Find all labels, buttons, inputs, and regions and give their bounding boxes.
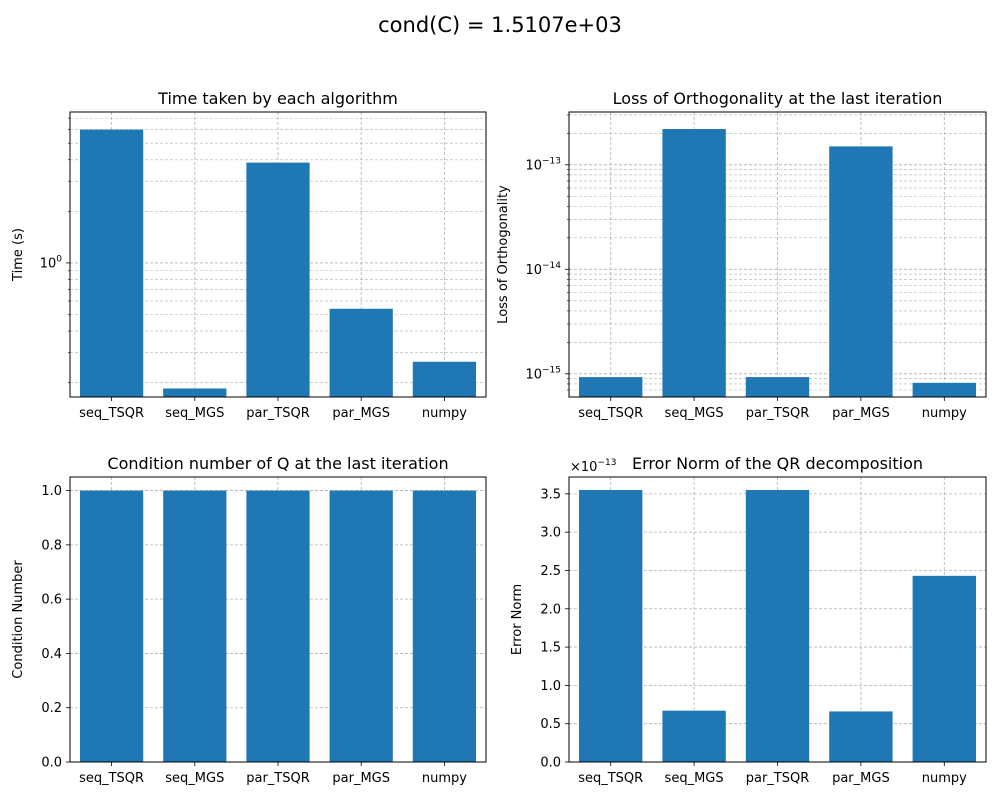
chart-panel-2: seq_TSQR seq_MGS par_TSQR par_MGS numpy10−15… xyxy=(496,89,987,421)
y-tick-label: 1.0 xyxy=(540,679,561,694)
y-tick-label-base: 10 xyxy=(40,256,57,271)
y-axis-label: Time (s) xyxy=(11,228,26,282)
x-tick-label: seq_TSQR xyxy=(578,406,643,421)
bar-seq-mgs xyxy=(662,129,726,397)
y-tick-label-exponent: −15 xyxy=(542,365,561,375)
y-tick-label: 10−15 xyxy=(525,365,561,382)
y-tick-label: 1.0 xyxy=(41,484,62,499)
y-tick-label: 3.5 xyxy=(540,487,561,502)
x-tick-label: par_MGS xyxy=(332,406,390,421)
y-tick-label-base: 10 xyxy=(525,367,542,382)
y-axis-label: Condition Number xyxy=(11,560,26,679)
x-tick-label: seq_MGS xyxy=(665,406,724,421)
bar-par-mgs xyxy=(329,308,393,397)
x-tick-label: numpy xyxy=(422,771,467,786)
y-tick-label: 0.4 xyxy=(41,647,62,662)
bar-par-mgs xyxy=(829,711,893,762)
y-axis-label: Error Norm xyxy=(510,584,525,655)
bar-seq-mgs xyxy=(163,490,227,762)
y-offset-exponent: −13 xyxy=(597,458,616,468)
chart-panel-1: seq_TSQR seq_MGS par_TSQR par_MGS numpy 100 Ti… xyxy=(11,89,487,421)
chart-title: Loss of Orthogonality at the last iterat… xyxy=(613,89,943,108)
bar-par-tsqr xyxy=(246,490,310,762)
bar-par-tsqr xyxy=(745,490,810,762)
y-tick-label: 2.5 xyxy=(540,564,561,579)
x-tick-label: seq_MGS xyxy=(665,771,724,786)
y-tick-label: 0.8 xyxy=(41,538,62,553)
bar-par-mgs xyxy=(829,146,893,397)
x-tick-label: par_MGS xyxy=(832,771,890,786)
bar-seq-tsqr xyxy=(579,377,643,397)
x-tick-label: par_TSQR xyxy=(746,406,810,421)
bar-seq-mgs xyxy=(163,388,227,397)
x-tick-label: seq_MGS xyxy=(165,406,224,421)
y-tick-label: 0.0 xyxy=(41,756,62,771)
bar-par-tsqr xyxy=(745,377,810,397)
x-tick-label: par_MGS xyxy=(832,406,890,421)
y-tick-label-base: 10 xyxy=(525,263,542,278)
y-tick-label-exponent: −14 xyxy=(542,261,561,271)
y-offset-text: ×10−13 xyxy=(570,458,616,475)
y-offset-base: ×10 xyxy=(570,460,597,475)
bar-seq-tsqr xyxy=(79,490,144,762)
x-tick-label: par_MGS xyxy=(332,771,390,786)
x-tick-label: seq_TSQR xyxy=(79,406,144,421)
x-tick-label: seq_TSQR xyxy=(578,771,643,786)
chart-panel-4: seq_TSQR seq_MGS par_TSQR par_MGS numpy 0.0 0.… xyxy=(510,454,987,786)
x-tick-label: seq_TSQR xyxy=(79,771,144,786)
bar-seq-mgs xyxy=(662,710,726,762)
y-tick-label: 100 xyxy=(40,254,63,271)
x-tick-label: par_TSQR xyxy=(246,771,310,786)
figure-suptitle: cond(C) = 1.5107e+03 xyxy=(378,13,622,37)
chart-title: Error Norm of the QR decomposition xyxy=(632,454,923,473)
bar-par-mgs xyxy=(329,490,393,762)
bar-numpy xyxy=(412,490,477,762)
y-tick-label: 0.0 xyxy=(540,756,561,771)
y-tick-label: 2.0 xyxy=(540,602,561,617)
y-tick-label-base: 10 xyxy=(525,158,542,173)
y-tick-label: 3.0 xyxy=(540,526,561,541)
y-tick-label: 0.6 xyxy=(41,593,62,608)
chart-title: Condition number of Q at the last iterat… xyxy=(107,454,448,473)
chart-panel-3: seq_TSQR seq_MGS par_TSQR par_MGS numpy 0.0 0.… xyxy=(11,454,487,786)
y-tick-label: 0.5 xyxy=(540,717,561,732)
y-tick-label: 0.2 xyxy=(41,701,62,716)
y-tick-label: 10−13 xyxy=(525,156,561,173)
chart-title: Time taken by each algorithm xyxy=(157,89,398,108)
x-tick-label: par_TSQR xyxy=(246,406,310,421)
bar-numpy xyxy=(412,361,477,397)
y-tick-label: 1.5 xyxy=(540,641,561,656)
bar-par-tsqr xyxy=(246,162,310,397)
x-tick-label: seq_MGS xyxy=(165,771,224,786)
x-tick-label: par_TSQR xyxy=(746,771,810,786)
x-tick-label: numpy xyxy=(422,406,467,421)
x-tick-label: numpy xyxy=(922,406,967,421)
y-axis-label: Loss of Orthogonality xyxy=(496,185,511,324)
y-tick-label-exponent: 0 xyxy=(56,254,62,264)
x-tick-label: numpy xyxy=(922,771,967,786)
y-tick-label: 10−14 xyxy=(525,261,561,278)
bar-numpy xyxy=(912,575,976,762)
bar-seq-tsqr xyxy=(79,129,144,397)
bar-numpy xyxy=(912,382,976,397)
bar-seq-tsqr xyxy=(579,490,643,762)
y-tick-label-exponent: −13 xyxy=(542,156,561,166)
